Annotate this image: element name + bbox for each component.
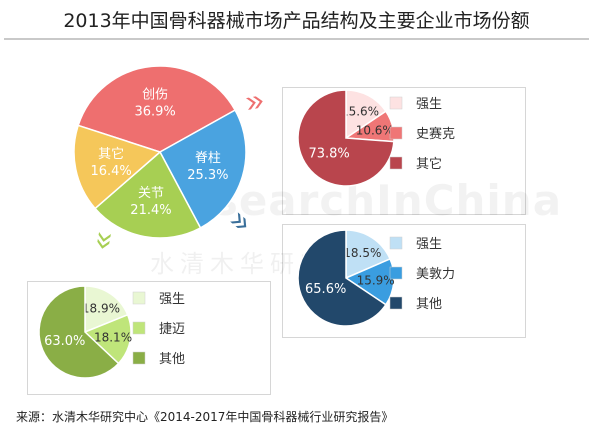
pie2-legend-swatch-0 <box>389 236 403 250</box>
pie0-value-2: 21.4% <box>130 203 171 218</box>
pie2-legend-label-0: 强生 <box>416 237 442 252</box>
chevron-right-icon <box>245 96 263 110</box>
pie2-value-1: 15.9% <box>357 274 395 288</box>
pie0-slice-3 <box>73 124 162 210</box>
pie0-label-1: 脊柱 <box>195 151 221 166</box>
pie0-value-0: 36.9% <box>134 104 175 119</box>
pie2-slice-2 <box>297 229 387 327</box>
pie3-value-0: 18.9% <box>82 301 120 315</box>
chart-title: 2013年中国骨科器械市场产品结构及主要企业市场份额 <box>63 10 530 32</box>
pie0-label-3: 其它 <box>98 146 124 162</box>
chevron-down-right-icon <box>230 212 247 229</box>
pie0-slice-1 <box>158 109 247 229</box>
pie3-legend-label-0: 强生 <box>159 292 185 307</box>
pie1-legend-swatch-1 <box>389 126 403 140</box>
pie2-legend-swatch-2 <box>389 296 403 310</box>
pie3-value-1: 18.1% <box>94 330 132 344</box>
pie1-legend-label-1: 史赛克 <box>416 126 455 142</box>
pie2-slice-1 <box>344 257 395 306</box>
pie2-legend-swatch-1 <box>389 266 403 280</box>
pie1-legend-label-0: 强生 <box>416 97 442 112</box>
pie2-legend-label-2: 其他 <box>416 297 442 312</box>
pie2-legend-label-1: 美敦力 <box>416 266 455 282</box>
pie3-legend-swatch-0 <box>132 291 146 305</box>
pie1-value-0: 15.6% <box>341 105 379 119</box>
pie3-legend-label-1: 捷迈 <box>159 322 185 337</box>
pie3-slice-1 <box>83 313 132 365</box>
pie2-value-2: 65.6% <box>305 282 346 297</box>
pie1-slice-0 <box>345 89 387 140</box>
title-divider <box>4 38 589 40</box>
pie3-legend-swatch-1 <box>132 321 146 335</box>
pie2-value-0: 18.5% <box>343 246 381 260</box>
pie1-legend-label-2: 其它 <box>416 156 442 172</box>
pie3-value-2: 63.0% <box>44 334 85 349</box>
pie3-slice-0 <box>84 285 129 334</box>
pie3-legend-swatch-2 <box>132 351 146 365</box>
pie2-slice-0 <box>345 229 392 280</box>
pie1-legend-swatch-2 <box>389 156 403 170</box>
source-note: 来源：水清木华研究中心《2014-2017年中国骨科器械行业研究报告》 <box>16 410 394 424</box>
pie3-slice-2 <box>38 285 120 379</box>
pie0-slice-2 <box>94 150 202 239</box>
pie0-value-1: 25.3% <box>187 168 228 183</box>
chevron-down-icon <box>97 231 111 249</box>
pie0-label-2: 关节 <box>138 186 164 201</box>
pie1-value-2: 73.8% <box>308 147 349 162</box>
pie1-value-1: 10.6% <box>356 123 394 137</box>
pie0-slice-0 <box>77 65 237 153</box>
pie1-slice-2 <box>297 89 395 187</box>
pie3-legend-label-2: 其他 <box>159 352 185 367</box>
pie1-legend-swatch-0 <box>389 96 403 110</box>
pie0-label-0: 创伤 <box>142 87 168 102</box>
pie0-value-3: 16.4% <box>90 164 131 179</box>
